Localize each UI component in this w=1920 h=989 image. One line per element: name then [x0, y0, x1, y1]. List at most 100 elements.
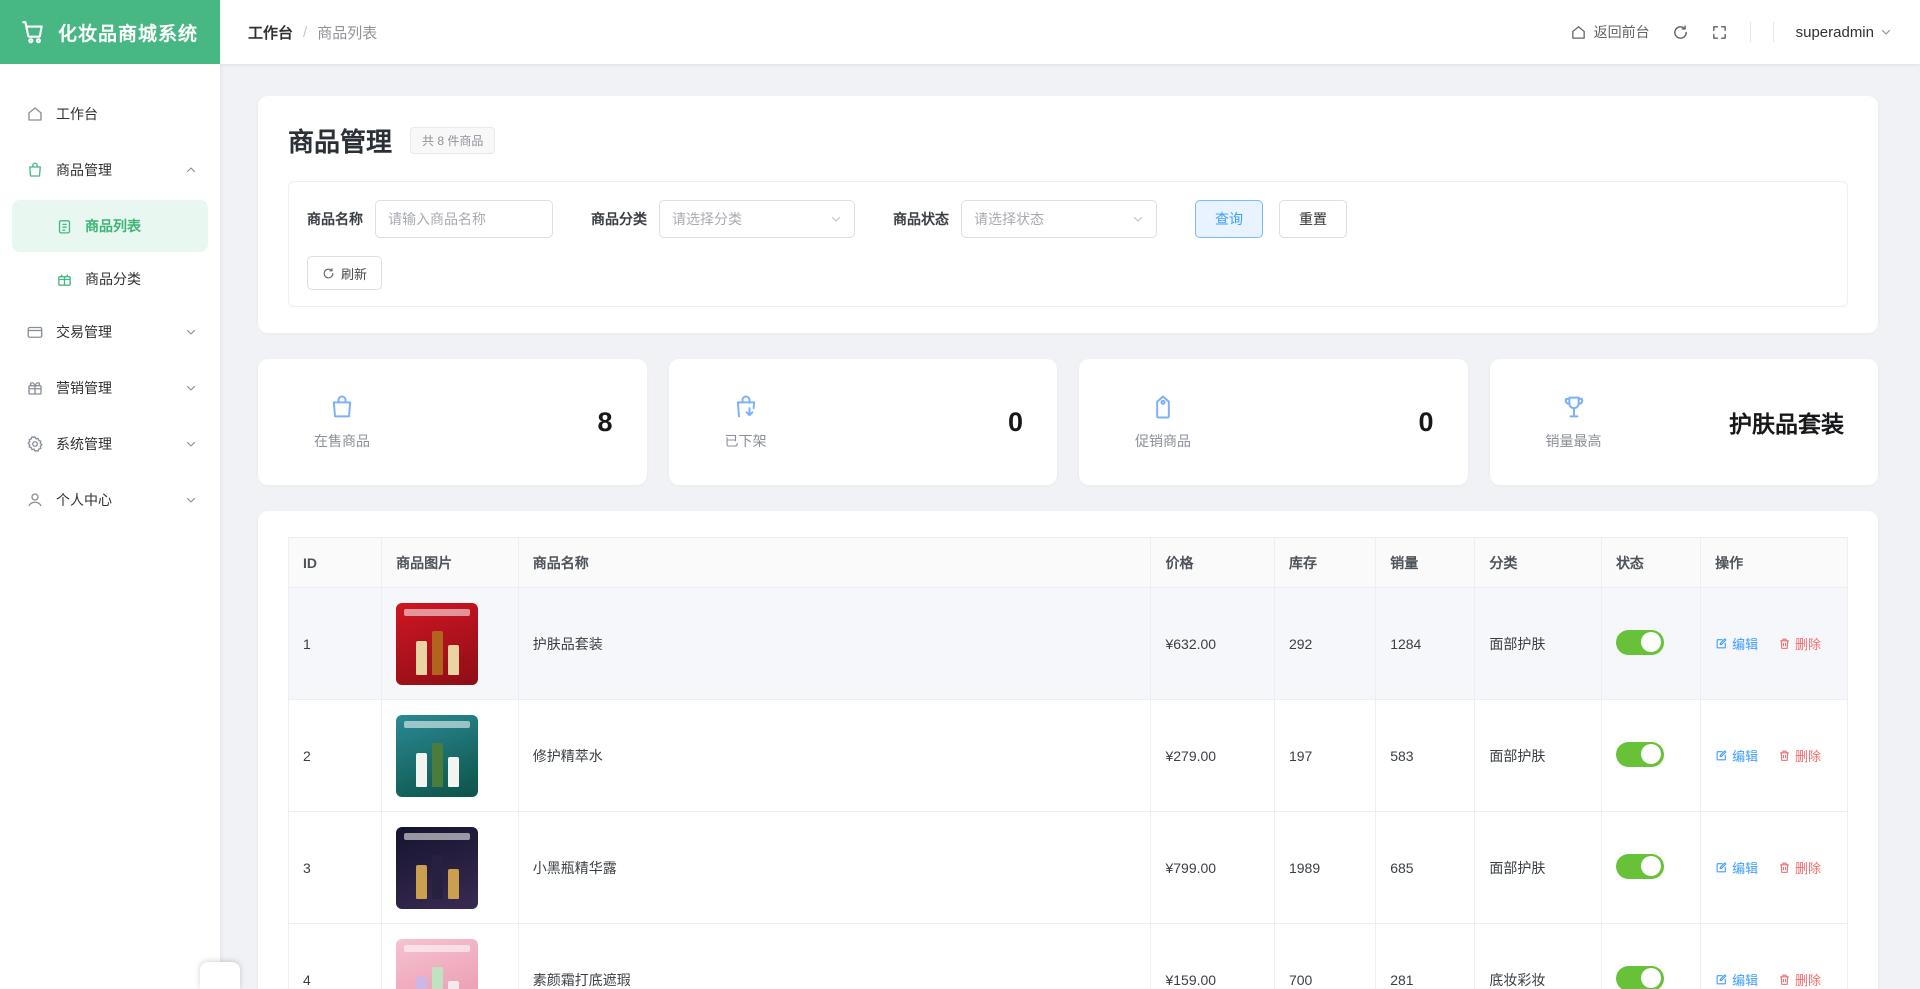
status-toggle[interactable] [1615, 853, 1664, 879]
sidebar-collapse-handle[interactable] [200, 962, 240, 989]
status-toggle[interactable] [1615, 965, 1664, 989]
cell-actions: 编辑 删除 [1700, 923, 1848, 989]
sidebar-item-marketing-management[interactable]: 营销管理 [0, 360, 220, 416]
refresh-label: 刷新 [341, 266, 368, 282]
category-icon [58, 274, 71, 286]
page-title: 商品管理 [288, 127, 393, 157]
sidebar-item-product-list[interactable]: 商品列表 [12, 200, 208, 252]
divider [1772, 22, 1774, 42]
filter-label: 商品状态 [893, 211, 949, 227]
stat-card-off-shelf: 已下架 0 [668, 359, 1057, 485]
cell-price: ¥632.00 [1150, 587, 1275, 700]
user-icon [28, 493, 42, 507]
bag-icon [332, 395, 352, 418]
stat-left: 促销商品 [1135, 393, 1191, 451]
col-header-name: 商品名称 [517, 537, 1152, 588]
tag-icon [1156, 395, 1170, 419]
reset-button[interactable]: 重置 [1279, 200, 1347, 238]
cell-price: ¥159.00 [1150, 923, 1275, 989]
stat-card-on-sale: 在售商品 8 [258, 359, 647, 485]
delete-button[interactable]: 删除 [1778, 746, 1821, 765]
table-row: 3 小黑瓶精华露 ¥799.00 1989 685 面部护肤 编辑 删除 [287, 811, 1848, 924]
breadcrumb-separator: / [303, 23, 308, 41]
header-actions: 返回前台 superadmin [1570, 22, 1892, 42]
edit-button[interactable]: 编辑 [1715, 858, 1758, 877]
bag-icon [29, 162, 41, 177]
stat-label: 已下架 [724, 433, 767, 449]
chevron-down-icon [1133, 216, 1143, 222]
col-header-price: 价格 [1150, 537, 1275, 588]
product-count-badge: 共 8 件商品 [410, 127, 496, 154]
content-area: 商品管理 共 8 件商品 商品名称 商品分类 请选择分类 [220, 64, 1920, 989]
trash-icon [1780, 974, 1789, 985]
stat-value: 护肤品套装 [1729, 411, 1844, 437]
delete-button[interactable]: 删除 [1778, 970, 1821, 989]
top-header: 工作台 / 商品列表 返回前台 superadmin [220, 0, 1920, 64]
edit-button[interactable]: 编辑 [1715, 970, 1758, 989]
product-image [396, 714, 479, 797]
trash-icon [1780, 638, 1789, 649]
col-header-id: ID [287, 537, 383, 588]
filter-product-name: 商品名称 [307, 200, 553, 238]
trash-icon [1780, 750, 1789, 761]
col-header-status: 状态 [1600, 537, 1702, 588]
stat-card-best-seller: 销量最高 护肤品套装 [1489, 359, 1878, 485]
breadcrumb-root[interactable]: 工作台 [248, 24, 294, 42]
gear-icon [27, 436, 43, 452]
refresh-icon[interactable] [1672, 24, 1689, 41]
refresh-button[interactable]: 刷新 [307, 256, 383, 290]
stat-left: 已下架 [725, 393, 767, 451]
cell-stock: 700 [1273, 923, 1377, 989]
stat-value: 0 [1418, 406, 1434, 437]
cell-stock: 292 [1273, 587, 1377, 700]
chevron-down-icon [186, 385, 196, 391]
cell-category: 面部护肤 [1474, 699, 1602, 812]
status-select[interactable]: 请选择状态 [961, 200, 1157, 238]
title-row: 商品管理 共 8 件商品 [288, 122, 1848, 159]
sidebar-item-system-management[interactable]: 系统管理 [0, 416, 220, 472]
trash-icon [1780, 862, 1789, 873]
cell-name: 护肤品套装 [517, 587, 1152, 700]
delete-button[interactable]: 删除 [1778, 634, 1821, 653]
delete-button[interactable]: 删除 [1778, 858, 1821, 877]
app-title: 化妆品商城系统 [58, 23, 199, 45]
cell-sales: 685 [1375, 811, 1476, 924]
back-to-front-link[interactable]: 返回前台 [1570, 22, 1650, 42]
sidebar-item-label: 系统管理 [56, 436, 112, 452]
edit-icon [1716, 638, 1727, 649]
col-header-image: 商品图片 [381, 537, 519, 588]
stat-left: 在售商品 [314, 393, 370, 451]
cell-id: 4 [287, 923, 383, 989]
sidebar-item-personal-center[interactable]: 个人中心 [0, 472, 220, 528]
sidebar-item-trade-management[interactable]: 交易管理 [0, 304, 220, 360]
sidebar-item-label: 营销管理 [56, 380, 112, 396]
product-image [396, 826, 479, 909]
gift-icon [28, 382, 42, 395]
fullscreen-icon[interactable] [1711, 24, 1728, 41]
status-toggle[interactable] [1615, 741, 1664, 767]
edit-button[interactable]: 编辑 [1715, 746, 1758, 765]
category-select[interactable]: 请选择分类 [659, 200, 855, 238]
edit-button[interactable]: 编辑 [1715, 634, 1758, 653]
sidebar-item-label: 工作台 [56, 106, 98, 122]
status-toggle[interactable] [1615, 629, 1664, 655]
cell-id: 2 [287, 699, 383, 812]
filter-product-category: 商品分类 请选择分类 [591, 200, 855, 238]
product-name-input[interactable] [375, 200, 553, 238]
cell-image [381, 699, 519, 812]
sidebar-item-product-category[interactable]: 商品分类 [0, 254, 220, 304]
table-row: 1 护肤品套装 ¥632.00 292 1284 面部护肤 编辑 删除 [287, 587, 1848, 700]
stat-label: 销量最高 [1545, 433, 1602, 449]
sidebar-item-workbench[interactable]: 工作台 [0, 86, 220, 142]
stat-value: 0 [1007, 406, 1023, 437]
cart-icon [22, 21, 43, 44]
product-table-card: ID 商品图片 商品名称 价格 库存 销量 分类 状态 操作 1 [258, 511, 1878, 989]
sidebar-item-product-management[interactable]: 商品管理 [0, 142, 220, 198]
table-row: 4 素颜霜打底遮瑕 ¥159.00 700 281 底妆彩妆 编辑 删除 [287, 923, 1848, 989]
chevron-down-icon [186, 441, 196, 447]
cell-status [1600, 923, 1702, 989]
query-button[interactable]: 查询 [1195, 200, 1263, 238]
home-icon [28, 107, 42, 121]
main-column: 工作台 / 商品列表 返回前台 superadmin [220, 0, 1920, 989]
user-menu[interactable]: superadmin [1796, 24, 1892, 41]
